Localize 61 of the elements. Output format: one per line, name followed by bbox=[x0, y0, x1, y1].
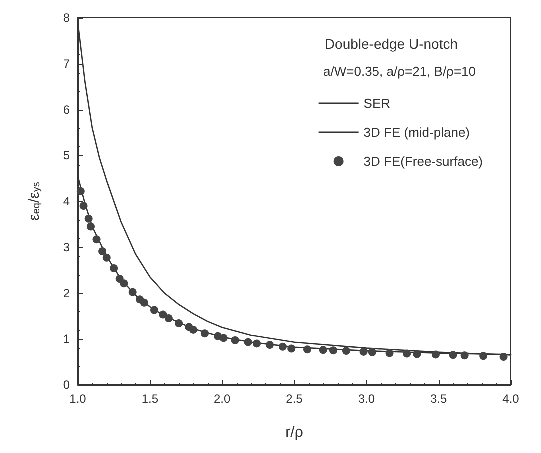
point bbox=[175, 320, 184, 328]
text: a/W=0.35, a/ρ=21, B/ρ=10 bbox=[324, 64, 476, 79]
point bbox=[278, 342, 287, 351]
point bbox=[432, 350, 440, 359]
point bbox=[231, 336, 240, 344]
y-tick-label: 7 bbox=[63, 56, 70, 71]
legend-label: 3D FE(Free-surface) bbox=[364, 154, 484, 169]
point bbox=[98, 248, 107, 256]
y-tick-label: 3 bbox=[63, 240, 70, 254]
point bbox=[102, 254, 111, 262]
point bbox=[460, 352, 469, 360]
point bbox=[84, 214, 93, 223]
x-tick-label: 1.5 bbox=[142, 392, 159, 406]
point bbox=[413, 350, 422, 358]
x-axis-title: r/ρ bbox=[286, 424, 304, 441]
x-tick-label: 3.5 bbox=[430, 392, 448, 406]
y-tick-label: 2 bbox=[63, 286, 70, 300]
point bbox=[449, 351, 458, 360]
x-tick-label: 3.0 bbox=[358, 392, 376, 406]
point bbox=[386, 349, 394, 358]
point bbox=[319, 346, 328, 354]
point bbox=[329, 346, 338, 355]
point bbox=[220, 334, 228, 342]
y-tick-label: 5 bbox=[63, 148, 70, 163]
y-tick-label: 0 bbox=[63, 378, 70, 392]
point bbox=[92, 236, 101, 244]
point bbox=[403, 350, 412, 358]
y-tick-label: 8 bbox=[63, 11, 70, 25]
x-tick-label: 4.0 bbox=[502, 392, 520, 406]
point bbox=[110, 264, 118, 272]
point bbox=[159, 310, 168, 319]
point bbox=[342, 347, 350, 356]
point bbox=[500, 353, 508, 362]
legend-label: SER bbox=[364, 96, 391, 111]
point bbox=[76, 187, 85, 196]
point bbox=[266, 341, 274, 350]
point bbox=[360, 348, 368, 356]
x-tick-label: 1.0 bbox=[70, 392, 87, 406]
point bbox=[288, 344, 296, 353]
point bbox=[252, 340, 261, 348]
point bbox=[128, 288, 137, 296]
point bbox=[244, 338, 252, 346]
y-tick-label: 6 bbox=[63, 102, 70, 117]
y-tick-label: 1 bbox=[63, 332, 70, 346]
point bbox=[87, 222, 95, 231]
x-tick-label: 2.5 bbox=[286, 392, 304, 406]
point bbox=[120, 280, 128, 288]
point bbox=[304, 346, 312, 354]
point bbox=[189, 326, 198, 334]
point bbox=[480, 352, 488, 360]
point bbox=[164, 314, 173, 322]
point bbox=[80, 202, 88, 210]
point bbox=[201, 330, 210, 338]
y-axis-title: εeq/εys bbox=[26, 182, 43, 221]
legend-label: 3D FE (mid-plane) bbox=[364, 125, 470, 140]
y-tick-label: 4 bbox=[63, 194, 70, 208]
point bbox=[140, 298, 148, 307]
point bbox=[150, 306, 158, 314]
point bbox=[368, 348, 376, 356]
x-tick-label: 2.0 bbox=[214, 392, 231, 406]
text: Double-edge U-notch bbox=[324, 36, 458, 52]
